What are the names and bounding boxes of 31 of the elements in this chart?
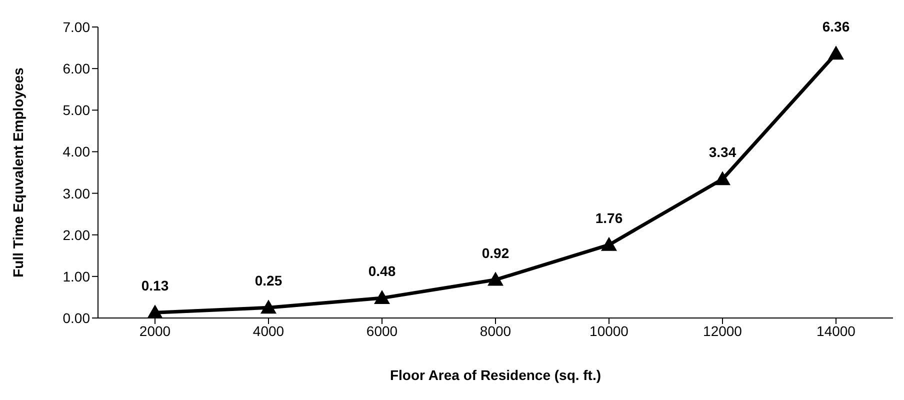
point — [488, 272, 504, 286]
y-tick-label: 7.00 — [62, 18, 90, 35]
data-label: 3.34 — [708, 144, 736, 160]
data-label: 6.36 — [822, 18, 850, 35]
point — [828, 46, 844, 60]
x-tick-label: 14000 — [816, 322, 856, 339]
point — [714, 171, 730, 186]
data-label: 0.13 — [141, 278, 169, 294]
point — [147, 304, 163, 318]
x-tick-label: 6000 — [366, 322, 398, 339]
y-tick-label: 2.00 — [62, 226, 90, 243]
y-tick-label: 4.00 — [62, 144, 90, 160]
x-tick-label: 8000 — [480, 322, 512, 339]
data-label: 0.92 — [482, 244, 510, 261]
y-tick-label: 0.00 — [62, 310, 90, 326]
x-tick-label: 10000 — [590, 322, 629, 339]
x-tick-label: 2000 — [139, 322, 171, 339]
point — [374, 290, 390, 304]
y-tick-label: 6.00 — [62, 60, 90, 77]
x-axis-title: Floor Area of Residence (sq. ft.) — [390, 367, 602, 383]
y-tick-label: 1.00 — [62, 268, 90, 284]
y-axis-title: Full Time Equvalent Employees — [10, 67, 26, 278]
point — [601, 236, 617, 251]
x-tick-label: 4000 — [252, 322, 284, 339]
data-label: 0.25 — [254, 272, 282, 289]
y-tick-label: 5.00 — [62, 102, 90, 118]
y-tick-label: 3.00 — [62, 185, 90, 202]
x-tick-label: 12000 — [703, 322, 742, 339]
point — [260, 300, 276, 314]
data-label: 0.48 — [368, 263, 396, 280]
data-label: 1.76 — [595, 210, 623, 226]
